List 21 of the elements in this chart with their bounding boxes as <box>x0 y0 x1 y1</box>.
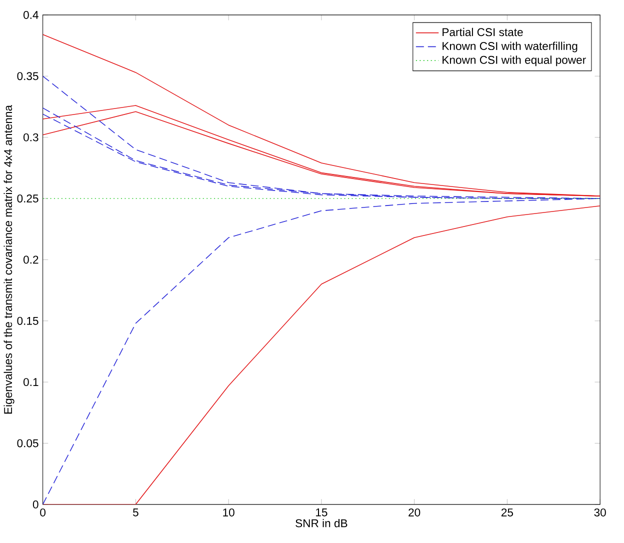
y-tick-label: 0.4 <box>24 10 38 19</box>
legend-label: Known CSI with equal power <box>442 55 586 66</box>
y-axis-title: Eigenvalues of the transmit covariance matrix for 4x4 antenna <box>4 104 14 414</box>
legend-label: Partial CSI state <box>442 28 523 36</box>
x-tick-label: 10 <box>223 508 234 516</box>
x-tick-label: 15 <box>316 508 328 516</box>
y-tick-label: 0.2 <box>24 256 38 264</box>
x-tick-label: 30 <box>594 508 606 516</box>
y-tick-label: 0.35 <box>17 72 38 80</box>
y-tick-label: 0.3 <box>24 133 38 142</box>
x-axis-title: SNR in dB <box>296 518 348 528</box>
x-tick-label: 5 <box>133 508 138 516</box>
legend-label: Known CSI with waterfilling <box>442 42 578 52</box>
y-tick-label: 0.15 <box>17 316 38 325</box>
y-tick-label: 0 <box>32 500 38 508</box>
y-tick-label: 0.25 <box>17 194 38 202</box>
y-tick-label: 0.1 <box>24 378 38 386</box>
y-tick-label: 0.05 <box>17 439 38 448</box>
x-tick-label: 0 <box>40 508 46 516</box>
x-tick-label: 20 <box>408 508 420 516</box>
x-tick-label: 25 <box>501 508 514 516</box>
